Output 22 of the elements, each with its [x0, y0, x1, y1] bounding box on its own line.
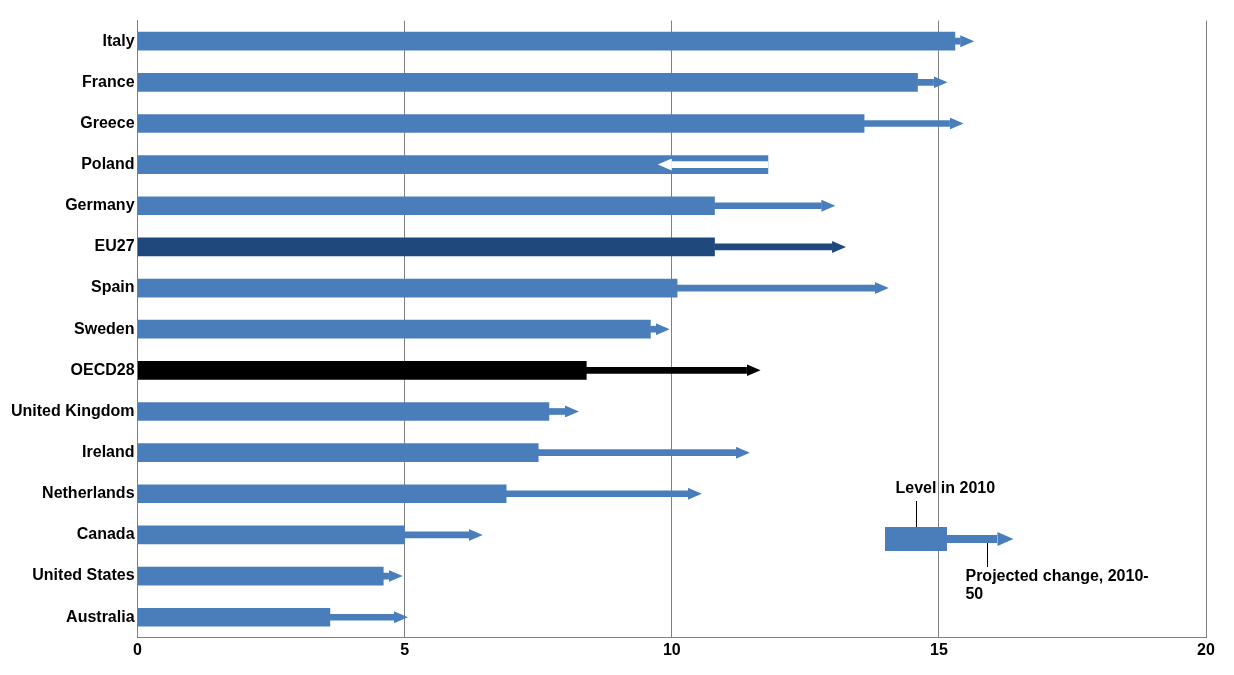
y-tick-label: France — [82, 72, 135, 90]
y-tick-label: United States — [32, 566, 135, 584]
y-tick-label: OECD28 — [70, 360, 135, 378]
y-tick-label: Italy — [102, 31, 135, 49]
y-tick-label: Poland — [81, 155, 135, 173]
y-tick-label: Ireland — [82, 443, 135, 461]
y-tick-label: Australia — [66, 607, 135, 625]
y-tick-label: Greece — [80, 113, 135, 131]
y-tick-label: Canada — [76, 525, 135, 543]
x-tick-label: 10 — [662, 640, 681, 658]
y-tick-label: Spain — [90, 278, 135, 296]
x-tick-label: 0 — [133, 640, 143, 658]
y-tick-label: Sweden — [74, 319, 135, 337]
y-tick-label: EU27 — [94, 237, 135, 255]
y-tick-label: United Kingdom — [10, 401, 135, 419]
y-tick-label: Netherlands — [42, 484, 135, 502]
legend-label: Projected change, 2010-50 — [965, 567, 1150, 604]
y-tick-label: Germany — [65, 196, 135, 214]
x-tick-label: 15 — [929, 640, 948, 658]
x-tick-label: 5 — [400, 640, 410, 658]
text: Level in 2010 — [895, 479, 996, 498]
x-tick-label: 20 — [1197, 640, 1215, 658]
